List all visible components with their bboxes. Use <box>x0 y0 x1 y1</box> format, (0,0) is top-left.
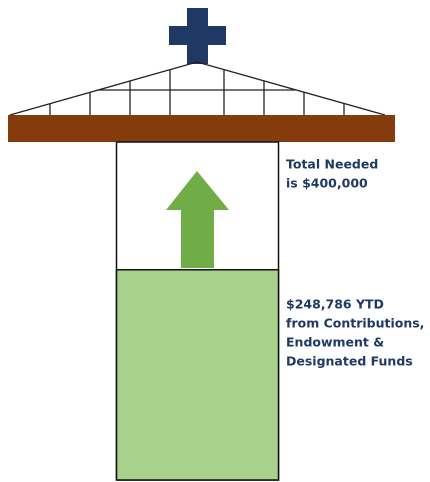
raised-fill <box>115 269 280 481</box>
roof <box>9 61 386 116</box>
label-line: Total Needed <box>286 157 378 172</box>
raised-label: $248,786 YTD from Contributions, Endowment… <box>286 297 424 369</box>
goal-label: Total Needed is $400,000 <box>286 157 378 191</box>
label-line: is $400,000 <box>286 176 368 191</box>
label-line: $248,786 YTD <box>286 297 384 312</box>
up-arrow <box>166 171 229 268</box>
cross <box>169 8 226 64</box>
label-line: from Contributions, <box>286 316 424 331</box>
roof-beam <box>8 115 395 142</box>
label-line: Designated Funds <box>286 354 413 369</box>
label-line: Endowment & <box>286 335 384 350</box>
